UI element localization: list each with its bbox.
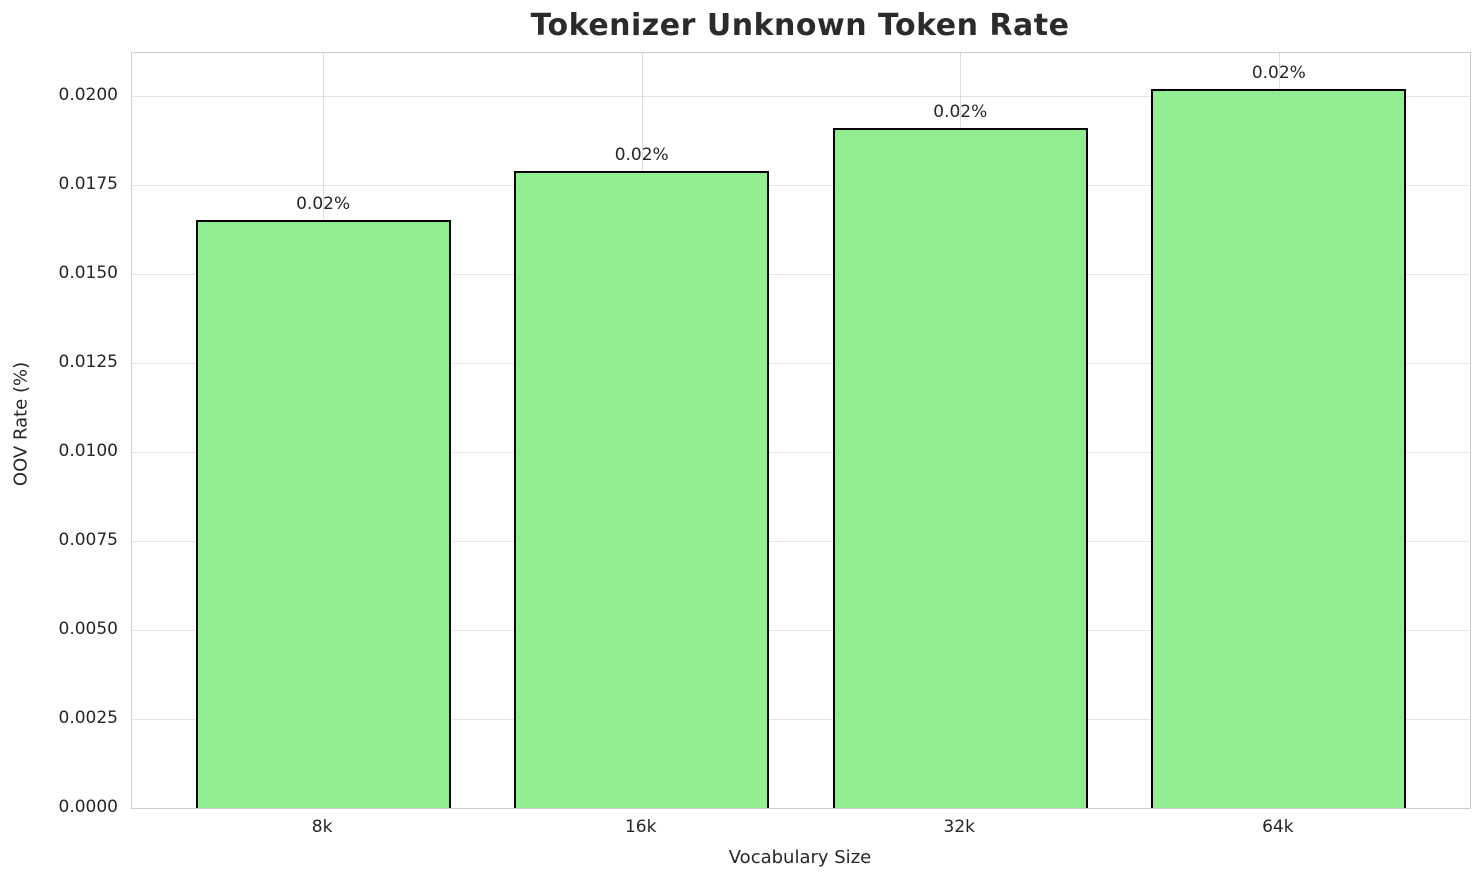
h-gridline — [132, 451, 1470, 453]
y-tick-label: 0.0150 — [58, 262, 118, 283]
x-axis-label: Vocabulary Size — [728, 847, 872, 868]
y-tick-label: 0.0050 — [58, 618, 118, 639]
y-tick-label: 0.0175 — [58, 173, 118, 194]
y-tick-label: 0.0075 — [58, 529, 118, 550]
plot-area: 0.02% 0.02% 0.02% 0.02% — [131, 52, 1471, 809]
x-tick-label-32k: 32k — [943, 817, 976, 837]
chart-title: Tokenizer Unknown Token Rate — [530, 8, 1070, 43]
y-tick-label: 0.0025 — [58, 707, 118, 728]
h-gridline — [132, 718, 1470, 720]
y-tick-label: 0.0000 — [58, 797, 118, 817]
h-gridline — [132, 362, 1470, 364]
bar-32k — [832, 127, 1088, 808]
x-tick-label-64k: 64k — [1262, 817, 1294, 837]
y-tick-label: 0.0200 — [58, 84, 118, 105]
bar-64k — [1151, 88, 1407, 808]
bar-value-label: 0.02% — [614, 144, 669, 165]
y-tick-label: 0.0100 — [58, 440, 118, 461]
bar-value-label: 0.02% — [933, 101, 988, 122]
y-tick-label: 0.0125 — [58, 351, 118, 372]
bar-value-label: 0.02% — [1251, 62, 1306, 83]
h-gridline — [132, 540, 1470, 542]
h-gridline — [132, 629, 1470, 631]
h-gridline — [132, 95, 1470, 97]
y-axis-tick-labels: 0.0000 0.0025 0.0050 0.0075 0.0100 0.0125 0.01… — [0, 0, 118, 885]
x-tick-label-16k: 16k — [624, 817, 657, 837]
bar-value-label: 0.02% — [296, 194, 351, 215]
h-gridline — [132, 184, 1470, 186]
h-gridline — [132, 273, 1470, 275]
bar-16k — [514, 170, 770, 808]
bar-8k — [195, 220, 451, 808]
x-tick-label-8k: 8k — [311, 817, 333, 837]
